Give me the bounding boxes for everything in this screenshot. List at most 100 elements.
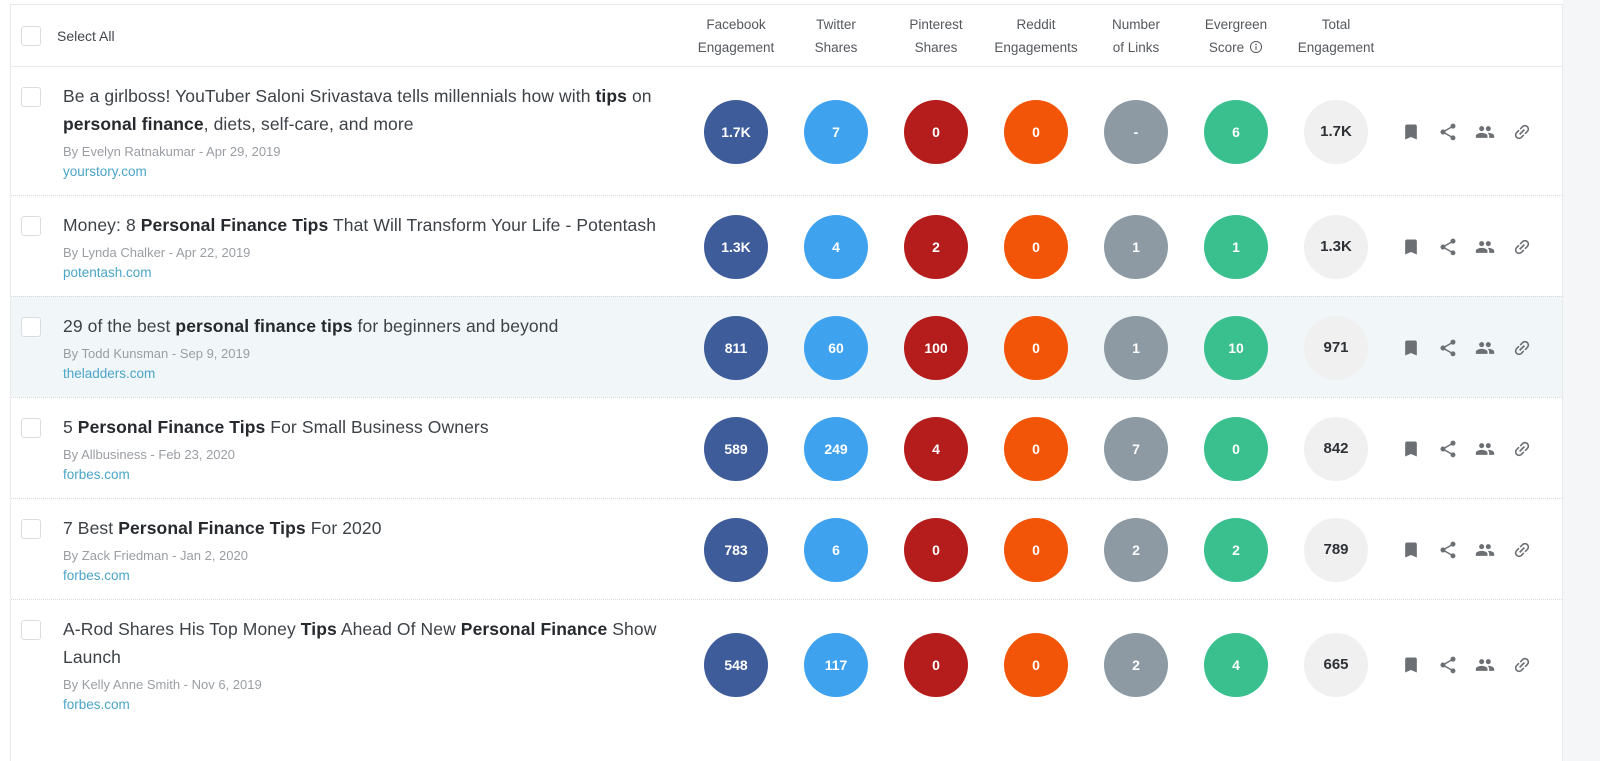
article-cell: Be a girlboss! YouTuber Saloni Srivastav… (11, 82, 686, 181)
evergreen-score-badge: 1 (1204, 214, 1268, 279)
article-domain[interactable]: forbes.com (63, 467, 130, 482)
results-panel: Select All Facebook Engagement Twitter S… (10, 4, 1563, 761)
evergreen-score-badge: 2 (1204, 517, 1268, 582)
share-icon[interactable] (1438, 122, 1458, 142)
results-list: Be a girlboss! YouTuber Saloni Srivastav… (11, 67, 1562, 728)
audience-icon[interactable] (1475, 439, 1495, 459)
row-checkbox[interactable] (21, 620, 41, 640)
article-title[interactable]: A-Rod Shares His Top Money Tips Ahead Of… (63, 619, 657, 667)
reddit-engagements-badge: 0 (1004, 99, 1068, 164)
select-all-cell: Select All (11, 25, 686, 46)
article-byline: By Lynda Chalker - Apr 22, 2019 (63, 245, 251, 260)
bookmark-icon[interactable] (1401, 655, 1421, 675)
row-checkbox[interactable] (21, 317, 41, 337)
article-cell: A-Rod Shares His Top Money Tips Ahead Of… (11, 615, 686, 714)
bookmark-icon[interactable] (1401, 122, 1421, 142)
total-engagement-badge: 665 (1304, 632, 1368, 697)
link-icon[interactable] (1512, 439, 1532, 459)
column-header-number-of-links[interactable]: Number of Links (1111, 16, 1160, 55)
evergreen-score-badge: 6 (1204, 99, 1268, 164)
article-title[interactable]: 7 Best Personal Finance Tips For 2020 (63, 518, 382, 538)
evergreen-score-badge: 10 (1204, 315, 1268, 380)
bookmark-icon[interactable] (1401, 540, 1421, 560)
reddit-engagements-badge: 0 (1004, 517, 1068, 582)
table-header: Select All Facebook Engagement Twitter S… (11, 5, 1562, 67)
total-engagement-badge: 1.7K (1304, 99, 1368, 164)
article-domain[interactable]: yourstory.com (63, 164, 147, 179)
result-row: Money: 8 Personal Finance Tips That Will… (11, 195, 1562, 296)
column-header-facebook-engagement[interactable]: Facebook Engagement (697, 16, 775, 55)
article-cell: 5 Personal Finance Tips For Small Busine… (11, 413, 686, 484)
reddit-engagements-badge: 0 (1004, 416, 1068, 481)
facebook-engagement-badge: 589 (704, 416, 768, 481)
twitter-shares-badge: 117 (804, 632, 868, 697)
total-engagement-badge: 1.3K (1304, 214, 1368, 279)
article-title[interactable]: 5 Personal Finance Tips For Small Busine… (63, 417, 489, 437)
audience-icon[interactable] (1475, 237, 1495, 257)
link-icon[interactable] (1512, 655, 1532, 675)
bookmark-icon[interactable] (1401, 338, 1421, 358)
link-icon[interactable] (1512, 122, 1532, 142)
facebook-engagement-badge: 1.3K (704, 214, 768, 279)
info-icon[interactable] (1249, 40, 1263, 54)
column-header-pinterest-shares[interactable]: Pinterest Shares (909, 16, 963, 55)
row-actions (1386, 540, 1562, 560)
audience-icon[interactable] (1475, 540, 1495, 560)
twitter-shares-badge: 6 (804, 517, 868, 582)
reddit-engagements-badge: 0 (1004, 632, 1068, 697)
total-engagement-badge: 789 (1304, 517, 1368, 582)
article-byline: By Kelly Anne Smith - Nov 6, 2019 (63, 677, 262, 692)
article-domain[interactable]: theladders.com (63, 366, 156, 381)
page-gutter (1563, 0, 1600, 761)
article-domain[interactable]: forbes.com (63, 697, 130, 712)
row-checkbox[interactable] (21, 519, 41, 539)
reddit-engagements-badge: 0 (1004, 315, 1068, 380)
link-icon[interactable] (1512, 237, 1532, 257)
article-title[interactable]: Be a girlboss! YouTuber Saloni Srivastav… (63, 86, 652, 134)
column-header-twitter-shares[interactable]: Twitter Shares (814, 16, 858, 55)
number-of-links-badge: 7 (1104, 416, 1168, 481)
pinterest-shares-badge: 2 (904, 214, 968, 279)
select-all-checkbox[interactable] (21, 25, 41, 46)
evergreen-score-badge: 0 (1204, 416, 1268, 481)
link-icon[interactable] (1512, 338, 1532, 358)
article-byline: By Evelyn Ratnakumar - Apr 29, 2019 (63, 144, 281, 159)
link-icon[interactable] (1512, 540, 1532, 560)
column-header-total-engagement[interactable]: Total Engagement (1297, 16, 1375, 55)
audience-icon[interactable] (1475, 122, 1495, 142)
article-domain[interactable]: forbes.com (63, 568, 130, 583)
share-icon[interactable] (1438, 439, 1458, 459)
row-checkbox[interactable] (21, 216, 41, 236)
audience-icon[interactable] (1475, 338, 1495, 358)
pinterest-shares-badge: 4 (904, 416, 968, 481)
total-engagement-badge: 842 (1304, 416, 1368, 481)
result-row: Be a girlboss! YouTuber Saloni Srivastav… (11, 67, 1562, 195)
share-icon[interactable] (1438, 540, 1458, 560)
twitter-shares-badge: 249 (804, 416, 868, 481)
article-cell: Money: 8 Personal Finance Tips That Will… (11, 211, 686, 282)
audience-icon[interactable] (1475, 655, 1495, 675)
article-cell: 29 of the best personal finance tips for… (11, 312, 686, 383)
article-cell: 7 Best Personal Finance Tips For 2020 By… (11, 514, 686, 585)
article-domain[interactable]: potentash.com (63, 265, 152, 280)
pinterest-shares-badge: 0 (904, 632, 968, 697)
article-byline: By Todd Kunsman - Sep 9, 2019 (63, 346, 250, 361)
facebook-engagement-badge: 811 (704, 315, 768, 380)
row-checkbox[interactable] (21, 87, 41, 107)
article-title[interactable]: 29 of the best personal finance tips for… (63, 316, 559, 336)
article-title[interactable]: Money: 8 Personal Finance Tips That Will… (63, 215, 657, 235)
row-checkbox[interactable] (21, 418, 41, 438)
number-of-links-badge: 2 (1104, 517, 1168, 582)
bookmark-icon[interactable] (1401, 237, 1421, 257)
share-icon[interactable] (1438, 237, 1458, 257)
bookmark-icon[interactable] (1401, 439, 1421, 459)
share-icon[interactable] (1438, 338, 1458, 358)
facebook-engagement-badge: 1.7K (704, 99, 768, 164)
share-icon[interactable] (1438, 655, 1458, 675)
facebook-engagement-badge: 548 (704, 632, 768, 697)
facebook-engagement-badge: 783 (704, 517, 768, 582)
column-header-reddit-engagements[interactable]: Reddit Engagements (994, 16, 1078, 55)
number-of-links-badge: 1 (1104, 315, 1168, 380)
column-header-evergreen-score[interactable]: Evergreen Score (1204, 16, 1268, 55)
row-actions (1386, 338, 1562, 358)
